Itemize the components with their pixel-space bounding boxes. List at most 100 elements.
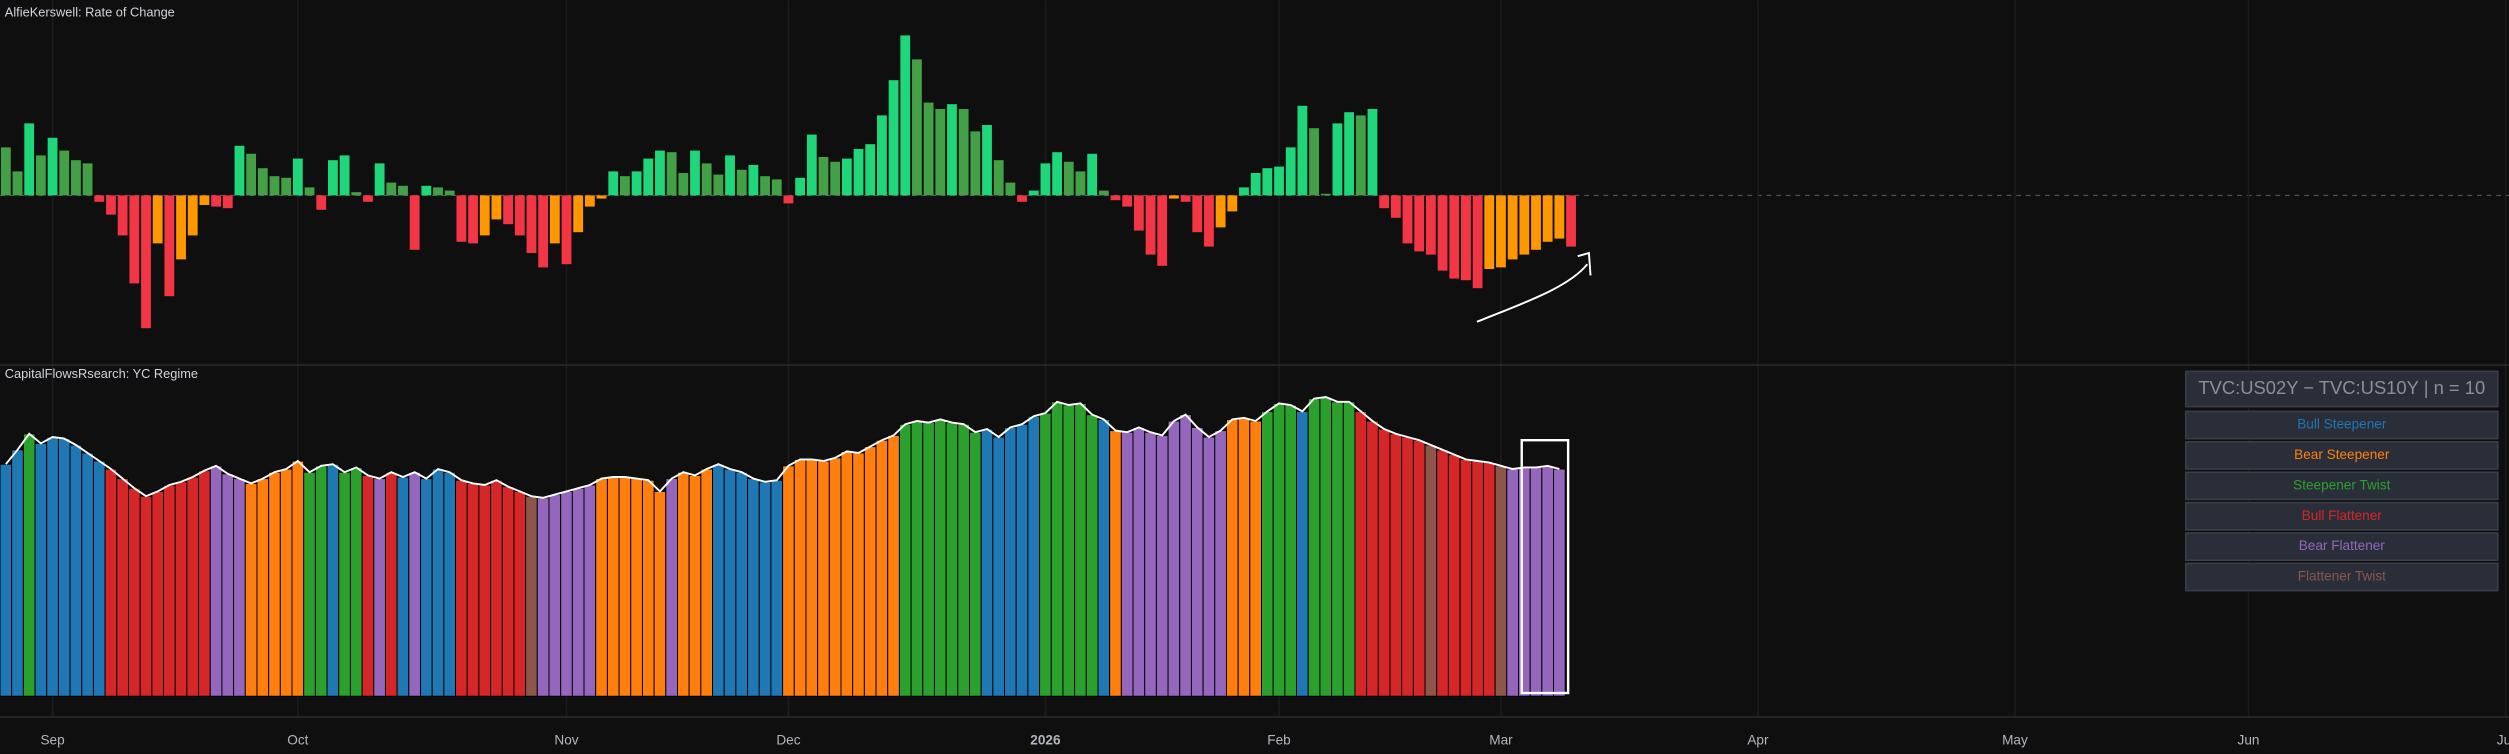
bar (1215, 195, 1226, 228)
regime-bar (186, 476, 200, 697)
regime-bar (198, 470, 211, 697)
regime-bar (1518, 466, 1531, 697)
regime-bar (630, 478, 643, 697)
regime-bar (466, 482, 480, 697)
regime-bar (1214, 430, 1227, 697)
bar (1157, 195, 1168, 266)
regime-bar (910, 420, 924, 697)
regime-bar (0, 463, 13, 697)
regime-bar (1331, 401, 1344, 697)
regime-bar (1027, 415, 1041, 697)
bar (1063, 161, 1074, 196)
x-tick-label: 2026 (1030, 733, 1061, 748)
regime-bar (595, 478, 608, 697)
bar (456, 195, 467, 242)
regime-bar (676, 471, 690, 697)
regime-bar (408, 471, 421, 697)
bar (1449, 195, 1460, 279)
bar (117, 195, 128, 236)
regime-bar (805, 458, 819, 697)
bar (1507, 195, 1518, 260)
bar (1274, 166, 1284, 196)
bar (71, 160, 81, 196)
bar (1566, 195, 1576, 247)
regime-bar (793, 458, 807, 697)
bar (1180, 195, 1191, 202)
panel-title: AlfieKerswell: Rate of Change (5, 4, 175, 19)
bar (59, 150, 70, 196)
regime-bar (1225, 418, 1239, 697)
regime-bar (1494, 465, 1508, 697)
bar (1075, 171, 1086, 196)
regime-bar (1062, 404, 1076, 697)
regime-bar (92, 460, 106, 697)
regime-bar (501, 486, 515, 697)
x-tick-label: Apr (1747, 733, 1769, 748)
bar (993, 160, 1004, 196)
regime-bar (373, 478, 386, 697)
bar (549, 195, 560, 244)
legend-entry: Bear Steepener (2294, 447, 2390, 462)
bar (573, 195, 584, 233)
bar (1542, 195, 1553, 242)
bar (1332, 123, 1343, 196)
x-tick-label: Jun (2238, 733, 2260, 748)
regime-bar (560, 490, 573, 697)
bar (701, 163, 712, 196)
regime-bar (1074, 402, 1087, 697)
regime-bar (244, 482, 258, 697)
bar (584, 195, 595, 207)
regime-bar (46, 436, 59, 697)
regime-bar (1144, 431, 1157, 697)
bar (596, 195, 607, 199)
bar (292, 158, 303, 196)
legend-row (2184, 410, 2499, 440)
regime-bar (969, 431, 982, 697)
bar (479, 195, 490, 236)
regime-bar (1085, 414, 1099, 697)
regime-bar (1482, 462, 1496, 697)
regime-bar (34, 442, 48, 697)
regime-bar (1506, 468, 1519, 697)
regime-bar (1412, 439, 1426, 697)
x-tick-label: Mar (1489, 733, 1513, 748)
bar (1297, 105, 1308, 196)
regime-bar (384, 471, 398, 697)
bar (1192, 195, 1203, 233)
regime-bar (1401, 436, 1414, 697)
bar (1145, 195, 1156, 255)
regime-bar (1167, 420, 1181, 697)
regime-bar (548, 494, 562, 697)
regime-bar (1284, 404, 1298, 697)
regime-bar (116, 478, 129, 697)
regime-bar (723, 468, 737, 697)
regime-bar (922, 422, 935, 697)
regime-bar (349, 466, 363, 697)
regime-bar (11, 449, 24, 697)
bar (1402, 195, 1413, 244)
legend-row (2184, 532, 2499, 562)
bar (0, 147, 11, 196)
bar (1320, 193, 1331, 196)
regime-bar (455, 479, 468, 697)
legend-row (2184, 441, 2499, 470)
bar (1017, 195, 1027, 202)
regime-bar (852, 452, 865, 697)
bar (830, 161, 841, 196)
bar (1519, 195, 1530, 255)
bar (538, 195, 549, 268)
regime-bar (338, 471, 351, 697)
legend-title-bg (2184, 370, 2499, 408)
bar (1309, 128, 1319, 196)
bar (841, 158, 852, 196)
bar (1122, 195, 1133, 207)
regime-line (5, 396, 1560, 499)
regime-bar (1319, 396, 1333, 697)
bar (327, 160, 338, 196)
regime-bar (1366, 420, 1379, 697)
bar (806, 134, 817, 196)
regime-bar (571, 487, 585, 697)
bar (760, 176, 770, 196)
regime-bar (700, 468, 713, 697)
regime-bar (1296, 410, 1309, 697)
